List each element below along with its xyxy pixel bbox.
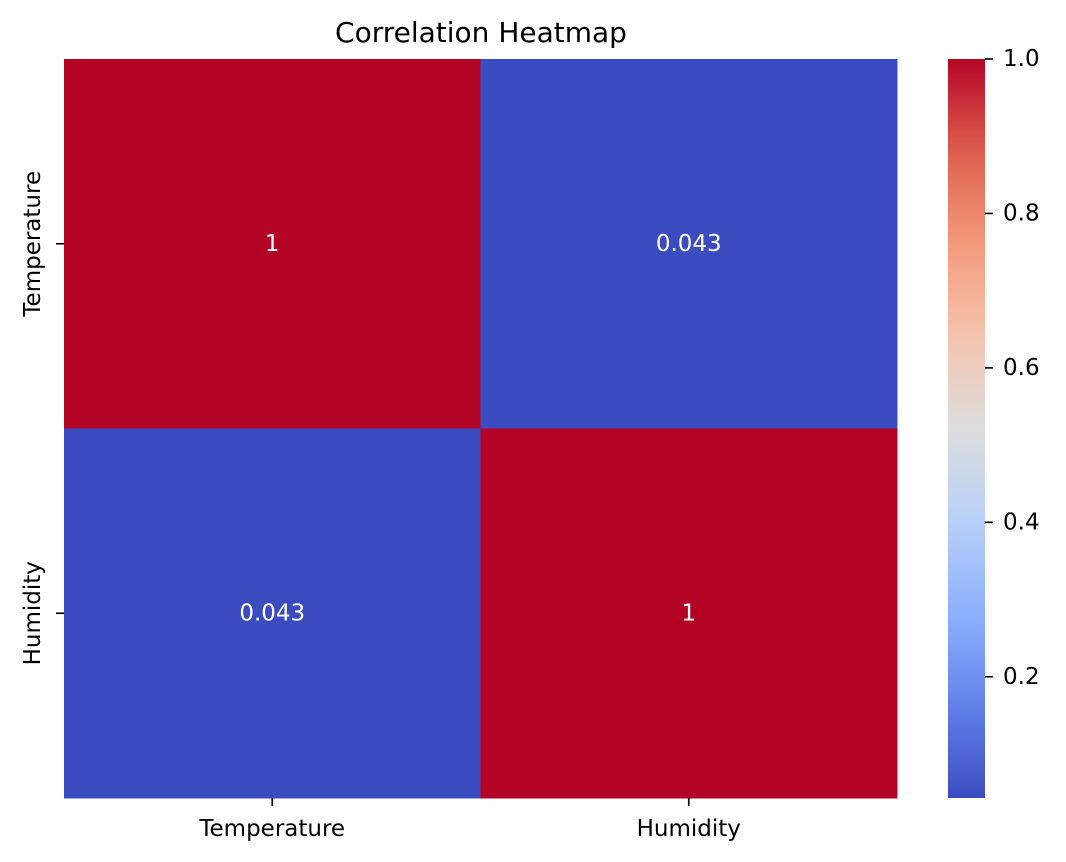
colorbar-tick-label: 0.2 [1003, 664, 1040, 690]
heatmap-cell-temperature-humidity [480, 59, 898, 429]
heatmap-cells [64, 59, 898, 799]
heatmap-cell-labels: 1 0.043 0.043 1 [239, 231, 721, 627]
colorbar-tick-label: 0.6 [1003, 355, 1040, 381]
x-tick-label-temperature: Temperature [198, 816, 345, 842]
y-tick-label-humidity: Humidity [20, 561, 46, 665]
heatmap-cell-humidity-humidity [480, 428, 898, 799]
colorbar: 0.2 0.4 0.6 0.8 1.0 [948, 46, 1040, 798]
colorbar-tick-label: 0.8 [1003, 200, 1040, 226]
colorbar-tick-label: 0.4 [1003, 509, 1040, 535]
cell-value-label: 0.043 [656, 231, 722, 257]
y-axis: Temperature Humidity [20, 171, 64, 665]
cell-value-label: 0.043 [239, 600, 305, 626]
x-tick-label-humidity: Humidity [637, 816, 741, 842]
chart-title: Correlation Heatmap [335, 16, 627, 49]
x-axis: Temperature Humidity [198, 798, 741, 842]
heatmap-cell-temperature-temperature [64, 59, 481, 429]
colorbar-tick-label: 1.0 [1003, 46, 1040, 72]
colorbar-gradient [948, 59, 985, 798]
colorbar-ticks: 0.2 0.4 0.6 0.8 1.0 [985, 46, 1040, 690]
cell-value-label: 1 [265, 231, 280, 257]
cell-value-label: 1 [681, 600, 696, 626]
y-tick-label-temperature: Temperature [20, 171, 46, 318]
heatmap-cell-humidity-temperature [64, 428, 481, 799]
